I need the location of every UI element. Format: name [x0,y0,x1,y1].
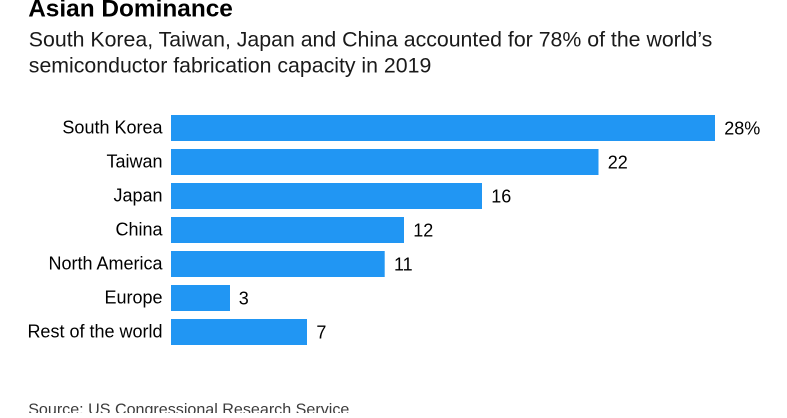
svg-text:16: 16 [491,187,511,207]
svg-text:semiconductor fabrication capa: semiconductor fabrication capacity in 20… [29,54,432,78]
svg-text:7: 7 [316,323,326,343]
svg-text:North America: North America [48,253,163,273]
svg-text:Taiwan: Taiwan [106,151,162,171]
svg-text:Asian Dominance: Asian Dominance [28,0,233,23]
svg-text:12: 12 [413,221,433,241]
svg-text:3: 3 [239,289,249,309]
svg-text:Rest of the world: Rest of the world [27,321,162,341]
svg-text:22: 22 [608,153,628,173]
svg-text:Source: US Congressional Resea: Source: US Congressional Research Servic… [28,401,349,414]
svg-text:Japan: Japan [113,185,162,205]
svg-text:11: 11 [394,255,413,275]
svg-text:Europe: Europe [104,287,162,307]
svg-text:28%: 28% [724,119,760,139]
svg-text:South Korea, Taiwan, Japan and: South Korea, Taiwan, Japan and China acc… [29,28,713,52]
svg-text:South Korea: South Korea [62,117,163,137]
svg-text:China: China [115,219,163,239]
